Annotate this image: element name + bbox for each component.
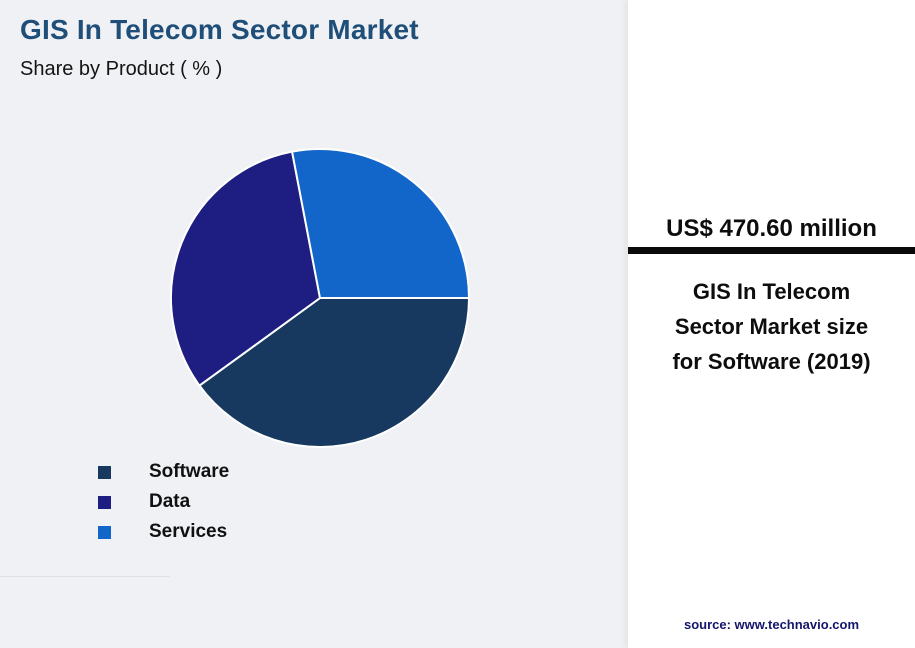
legend-item-software: Software	[98, 461, 229, 483]
page-subtitle: Share by Product ( % )	[20, 58, 223, 80]
pie-slice-software	[198, 297, 470, 448]
legend-label: Data	[149, 491, 191, 512]
highlight-panel: US$ 470.60 million GIS In Telecom Sector…	[628, 0, 915, 648]
pie-slice-data	[170, 150, 321, 387]
panel-rule	[628, 247, 915, 254]
legend-label: Services	[149, 521, 228, 542]
legend-label: Software	[149, 461, 230, 482]
source-credit: source: www.technavio.com	[683, 617, 860, 632]
legend-item-data: Data	[98, 491, 229, 513]
chart-legend: Software Data Services	[98, 461, 229, 543]
legend-swatch-icon	[98, 525, 111, 539]
pie-slice-services	[291, 148, 470, 299]
pie-chart	[168, 146, 472, 450]
divider-line	[0, 576, 170, 577]
page-title: GIS In Telecom Sector Market	[20, 14, 419, 45]
legend-swatch-icon	[98, 495, 111, 509]
pie-chart-svg	[170, 148, 470, 448]
market-size-value: US$ 470.60 million	[666, 215, 877, 242]
legend-swatch-icon	[98, 465, 111, 479]
market-size-description: GIS In Telecom Sector Market size for So…	[672, 279, 871, 374]
legend-item-services: Services	[98, 521, 229, 543]
